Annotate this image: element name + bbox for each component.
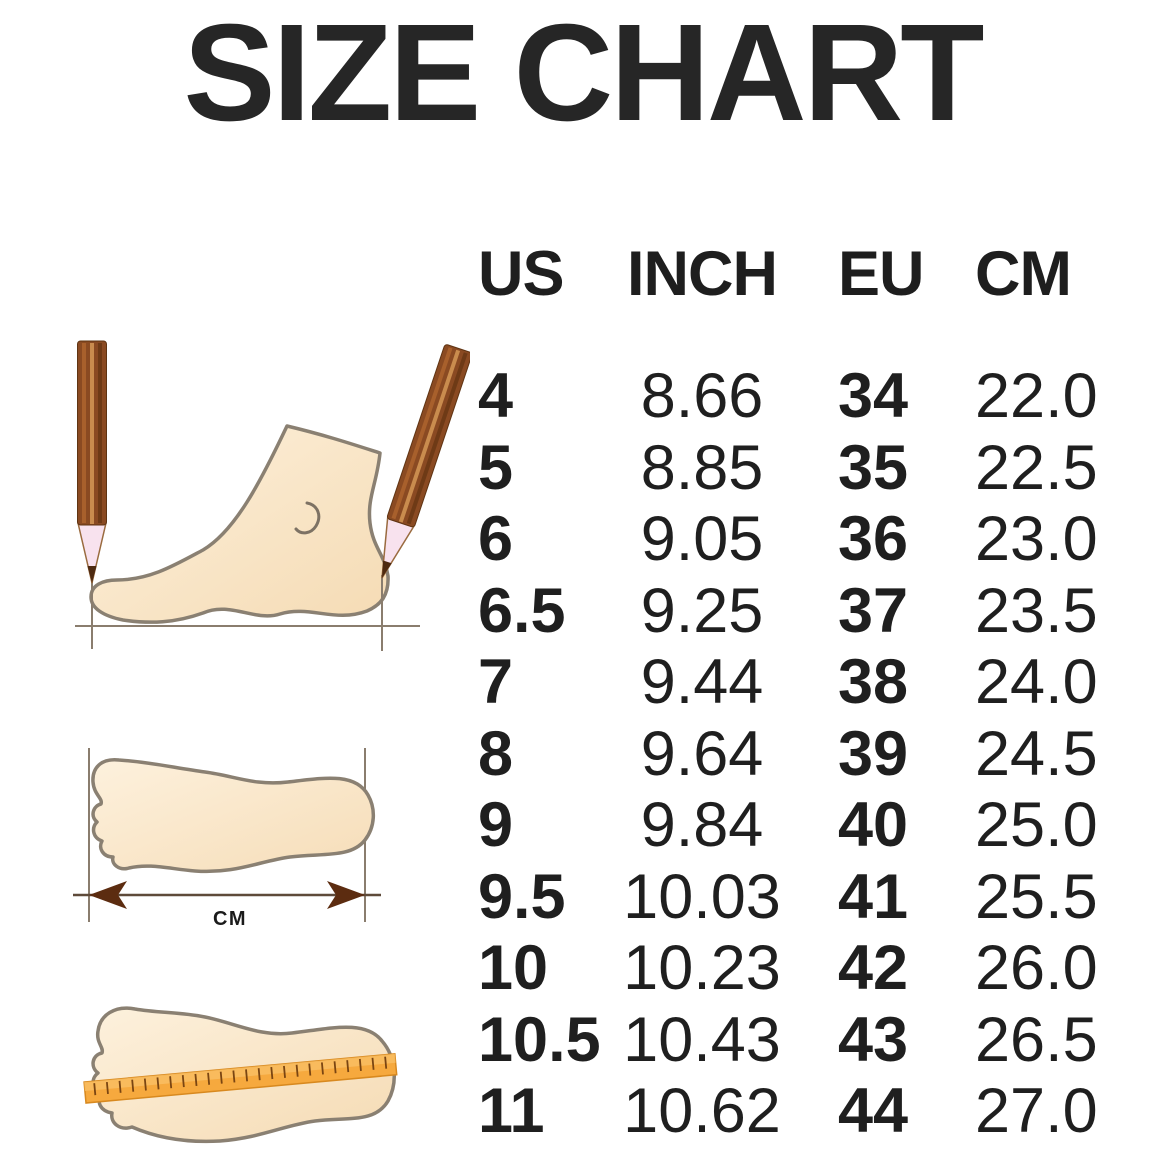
size-cell-cm: 24.0	[975, 647, 1098, 718]
right-pencil-icon	[366, 341, 470, 585]
size-cell-eu: 37	[838, 575, 909, 646]
size-cell-eu: 35	[838, 432, 909, 503]
size-cell-eu: 44	[838, 1076, 909, 1147]
size-cell-cm: 22.5	[975, 432, 1098, 503]
size-table-row: 11 10.62 44 27.0	[462, 1076, 1127, 1148]
size-cell-cm: 25.0	[975, 790, 1098, 861]
size-table-row: 6.5 9.25 37 23.5	[462, 576, 1127, 648]
column-header-inch: INCH	[627, 239, 778, 309]
size-cell-us: 8	[478, 718, 514, 789]
page-title: SIZE CHART	[183, 0, 985, 150]
size-table-row: 6 9.05 36 23.0	[462, 504, 1127, 576]
size-cell-us: 10	[478, 933, 549, 1004]
size-cell-us: 10.5	[478, 1004, 601, 1075]
size-cell-eu: 40	[838, 790, 909, 861]
arrowhead-left-icon	[89, 881, 127, 909]
column-header-cm: CM	[975, 239, 1072, 309]
size-cell-cm: 25.5	[975, 861, 1098, 932]
size-cell-us: 6	[478, 504, 514, 575]
size-cell-inch: 10.23	[623, 933, 781, 1004]
measuring-tape	[83, 1052, 398, 1104]
footprint-length-illustration: CM	[73, 748, 381, 930]
length-arrow	[73, 881, 381, 909]
size-cell-cm: 26.0	[975, 933, 1098, 1004]
size-cell-inch: 10.43	[623, 1004, 781, 1075]
size-cell-inch: 10.62	[623, 1076, 781, 1147]
size-table: US INCH EU CM 4 8.66 34 22.0 5 8.85 35 22.5 6 9.0…	[462, 243, 1127, 1148]
size-table-row: 8 9.64 39 24.5	[462, 719, 1127, 791]
size-cell-inch: 9.84	[640, 790, 764, 861]
size-cell-cm: 27.0	[975, 1076, 1098, 1147]
column-header-eu: EU	[838, 239, 925, 309]
size-table-row: 9 9.84 40 25.0	[462, 790, 1127, 862]
size-table-row: 9.5 10.03 41 25.5	[462, 862, 1127, 934]
size-table-row: 10.5 10.43 43 26.5	[462, 1005, 1127, 1077]
size-cell-eu: 34	[838, 361, 909, 432]
size-cell-cm: 23.5	[975, 575, 1098, 646]
foot-side-measure-illustration	[75, 339, 470, 651]
arrowhead-right-icon	[327, 881, 365, 909]
size-cell-cm: 23.0	[975, 504, 1098, 575]
ruler-ticks	[93, 1056, 388, 1096]
size-cell-cm: 24.5	[975, 718, 1098, 789]
size-cell-us: 9	[478, 790, 514, 861]
size-table-row: 5 8.85 35 22.5	[462, 433, 1127, 505]
size-cell-us: 7	[478, 647, 514, 718]
size-cell-us: 4	[478, 361, 514, 432]
size-table-body: 4 8.66 34 22.0 5 8.85 35 22.5 6 9.05 36 23.0 6.5 9.25…	[462, 361, 1127, 1148]
size-cell-us: 11	[478, 1076, 545, 1147]
size-table-row: 7 9.44 38 24.0	[462, 647, 1127, 719]
size-cell-eu: 38	[838, 647, 909, 718]
size-cell-eu: 36	[838, 504, 909, 575]
size-cell-us: 5	[478, 432, 514, 503]
foot-ruler-illustration	[83, 1006, 398, 1144]
size-cell-cm: 22.0	[975, 361, 1098, 432]
size-cell-inch: 9.05	[640, 504, 764, 575]
size-cell-us: 6.5	[478, 575, 566, 646]
ankle-mark	[294, 501, 321, 535]
size-cell-eu: 41	[838, 861, 909, 932]
size-table-row: 10 10.23 42 26.0	[462, 933, 1127, 1005]
left-pencil-icon	[75, 339, 109, 585]
column-header-us: US	[478, 239, 565, 309]
size-cell-inch: 10.03	[623, 861, 781, 932]
size-cell-eu: 43	[838, 1004, 909, 1075]
size-table-row: 4 8.66 34 22.0	[462, 361, 1127, 433]
footprint-shape	[91, 758, 375, 874]
size-cell-inch: 9.64	[640, 718, 764, 789]
size-cell-us: 9.5	[478, 861, 566, 932]
cm-label: CM	[213, 908, 247, 930]
size-cell-eu: 42	[838, 933, 909, 1004]
size-cell-inch: 8.66	[640, 361, 764, 432]
size-cell-inch: 8.85	[640, 432, 764, 503]
size-cell-inch: 9.44	[640, 647, 764, 718]
size-table-header-row: US INCH EU CM	[462, 243, 1127, 361]
foot-side-shape	[89, 424, 390, 624]
size-cell-cm: 26.5	[975, 1004, 1098, 1075]
size-cell-inch: 9.25	[640, 575, 764, 646]
size-cell-eu: 39	[838, 718, 909, 789]
